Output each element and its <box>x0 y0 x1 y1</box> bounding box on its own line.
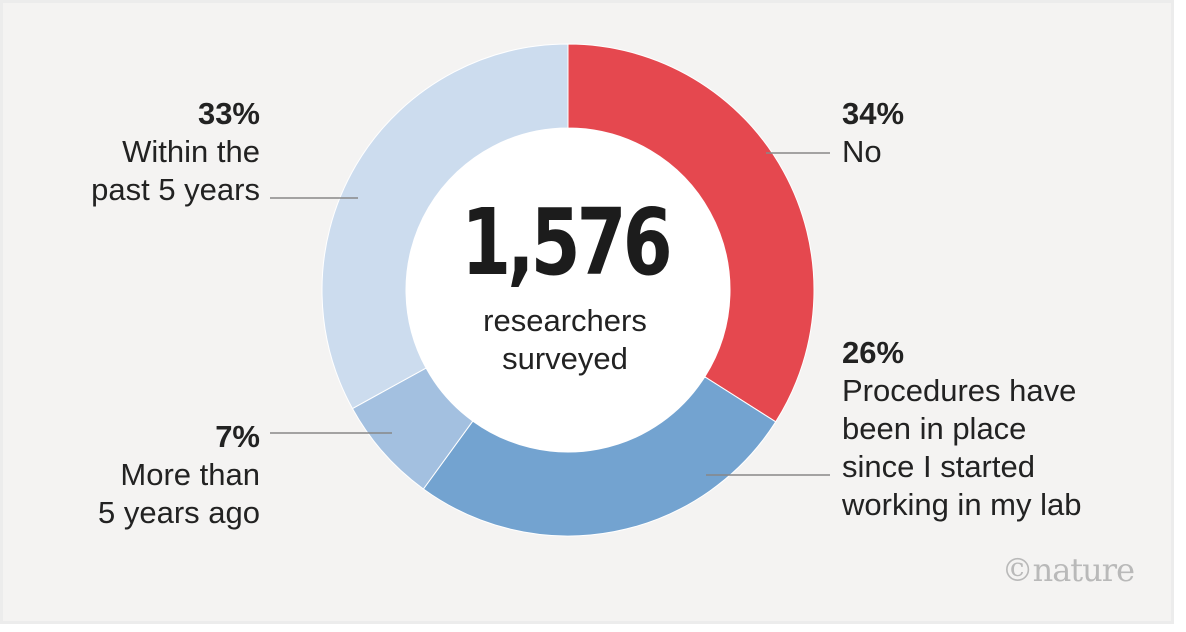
slice-pct-no: 34% <box>842 96 905 131</box>
center-caption: researchers surveyed <box>483 303 647 376</box>
slice-desc-more-than-5-years: More than 5 years ago <box>98 457 260 530</box>
donut-chart <box>270 43 830 537</box>
slice-pct-procedures: 26% <box>842 335 905 370</box>
slice-pct-more-than-5-years: 7% <box>215 419 260 454</box>
slice-desc-within-5-years: Within the past 5 years <box>91 134 260 207</box>
slice-desc-no: No <box>842 134 882 169</box>
center-total: 1,576 <box>461 189 672 296</box>
slice-label-procedures: 26% Procedures have been in place since … <box>842 334 1081 524</box>
slice-label-no: 34% No <box>842 95 904 171</box>
donut-hole <box>406 128 730 452</box>
slice-label-more-than-5-years: 7% More than 5 years ago <box>98 418 260 532</box>
slice-desc-procedures: Procedures have been in place since I st… <box>842 373 1082 522</box>
slice-within-5-years <box>321 43 569 410</box>
slice-pct-within-5-years: 33% <box>197 96 260 131</box>
slice-label-within-5-years: 33% Within the past 5 years <box>91 95 260 209</box>
nature-credit: ©nature <box>1001 551 1135 589</box>
